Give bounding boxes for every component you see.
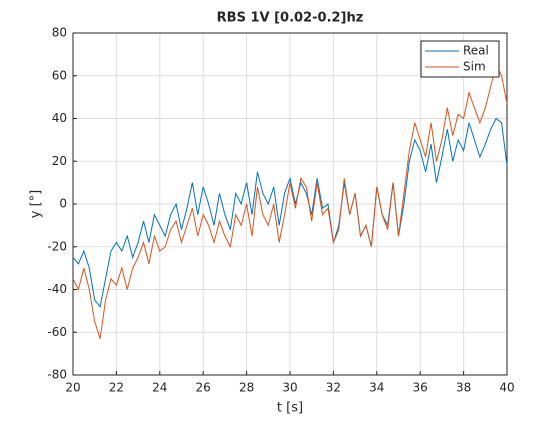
y-tick-label: 0 <box>59 197 67 211</box>
legend-label: Real <box>463 44 489 58</box>
y-axis-label: y [°] <box>29 190 44 218</box>
series-line <box>72 117 508 308</box>
plot-frame <box>72 32 508 376</box>
x-tick-label: 40 <box>499 381 514 395</box>
x-axis-label: t [s] <box>277 401 303 416</box>
y-tick-label: 40 <box>52 111 67 125</box>
y-tick-label: 20 <box>52 154 67 168</box>
y-tick-label: 80 <box>52 26 67 40</box>
x-tick-label: 34 <box>369 381 384 395</box>
x-tick-label: 30 <box>282 381 297 395</box>
y-tick-label: -20 <box>47 239 67 253</box>
x-tick-label: 36 <box>413 381 428 395</box>
y-tick-label: -80 <box>47 368 67 382</box>
x-tick-label: 22 <box>109 381 124 395</box>
y-tick-label: -60 <box>47 325 67 339</box>
x-tick-label: 20 <box>65 381 80 395</box>
x-tick-label: 38 <box>456 381 471 395</box>
x-tick-label: 28 <box>239 381 254 395</box>
y-tick-label: 60 <box>52 68 67 82</box>
chart-title: RBS 1V [0.02-0.2]hz <box>217 11 364 26</box>
x-tick-label: 24 <box>152 381 167 395</box>
y-tick-label: -40 <box>47 282 67 296</box>
x-tick-label: 26 <box>196 381 211 395</box>
x-tick-label: 32 <box>326 381 341 395</box>
legend-box <box>420 40 500 78</box>
legend-label: Sim <box>463 60 486 74</box>
series-line <box>72 63 508 339</box>
